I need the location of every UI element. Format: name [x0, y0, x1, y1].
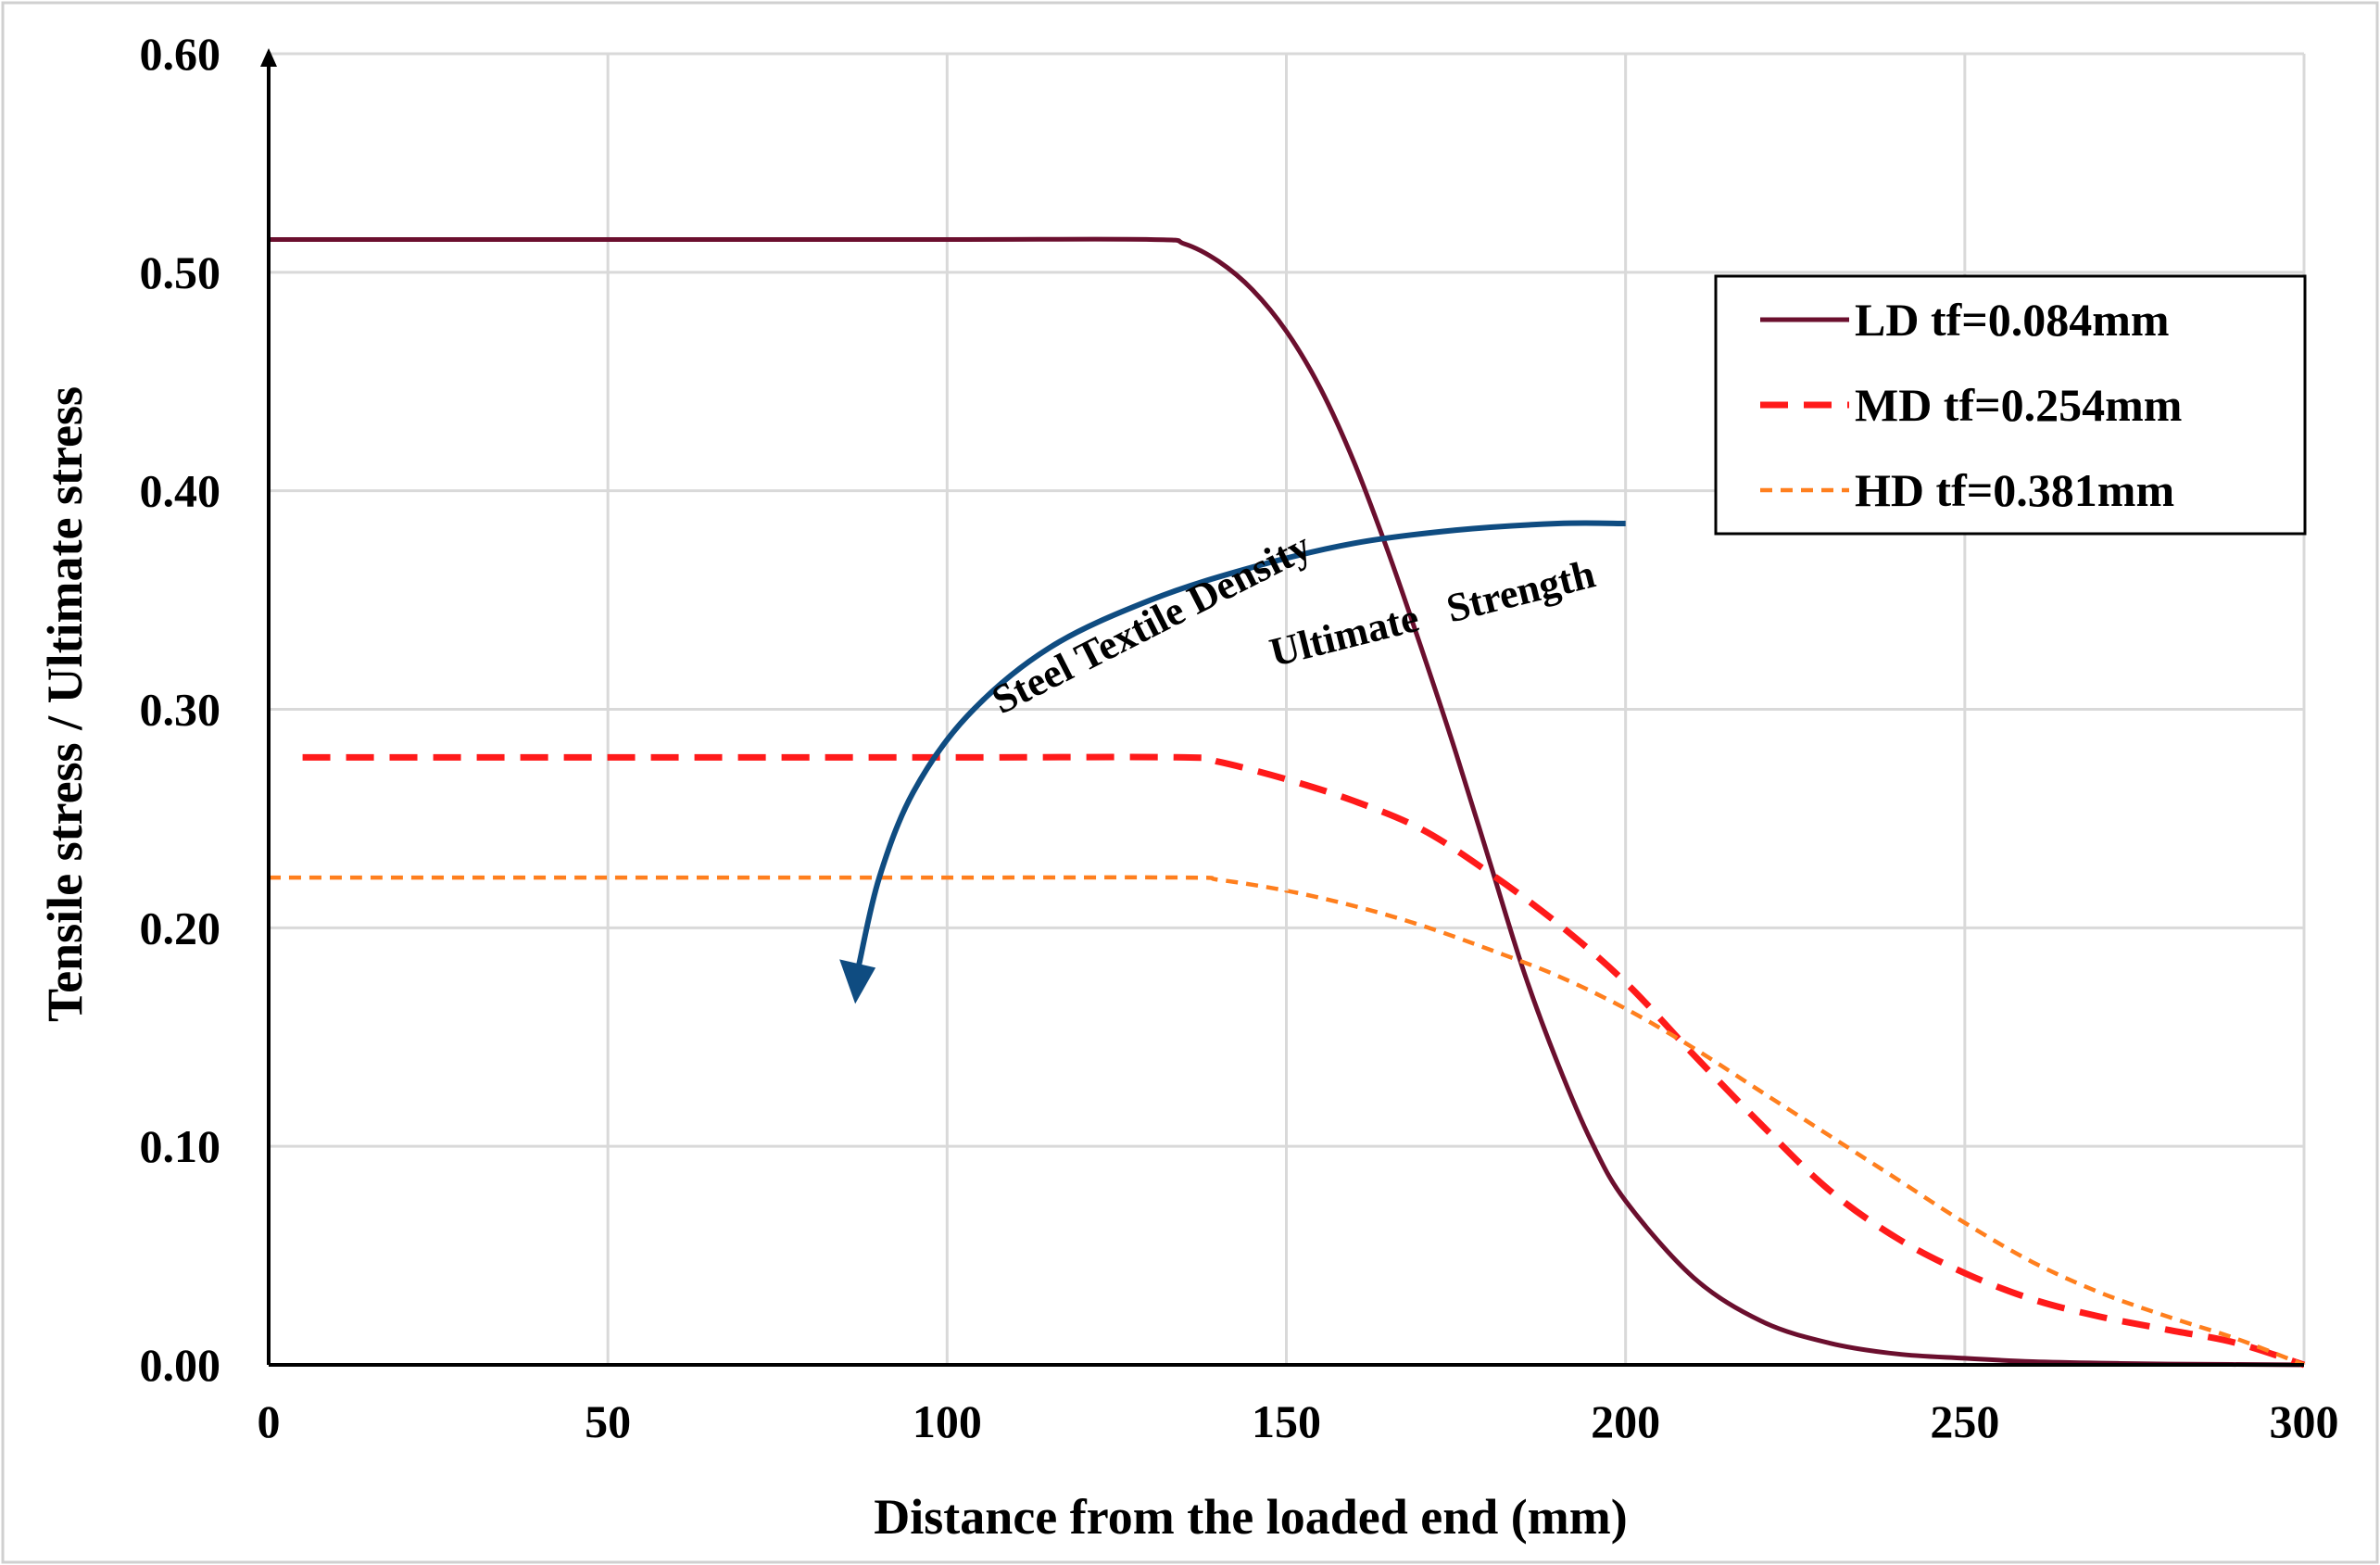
x-tick-label: 50 — [585, 1395, 631, 1447]
legend-label-md: MD tf=0.254mm — [1855, 379, 2182, 431]
x-tick-label: 150 — [1252, 1395, 1321, 1447]
y-axis-title: Tensile stress / Ultimate stress — [37, 386, 93, 1022]
x-tick-labels: 0 50 100 150 200 250 300 — [258, 1395, 2339, 1447]
x-axis-title: Distance from the loaded end (mm) — [874, 1489, 1627, 1545]
series-layer — [268, 236, 2306, 1369]
legend-label-ld: LD tf=0.084mm — [1855, 294, 2170, 346]
annotation-arrow — [856, 520, 1626, 966]
x-tick-label: 100 — [913, 1395, 982, 1447]
x-tick-label: 200 — [1591, 1395, 1660, 1447]
y-tick-label: 0.50 — [140, 246, 221, 298]
y-axis-arrowhead — [260, 48, 277, 67]
axes — [260, 48, 2304, 1367]
x-tick-label: 300 — [2270, 1395, 2339, 1447]
y-tick-label: 0.60 — [140, 28, 221, 80]
x-tick-label: 0 — [258, 1395, 281, 1447]
series-hd — [268, 875, 2305, 1368]
y-tick-label: 0.10 — [140, 1120, 221, 1172]
gridlines — [269, 52, 2306, 1365]
y-tick-label: 0.00 — [140, 1339, 221, 1391]
legend-label-hd: HD tf=0.381mm — [1855, 464, 2174, 516]
y-tick-label: 0.20 — [140, 902, 221, 953]
series-ld — [269, 236, 2305, 1368]
y-tick-labels: 0.00 0.10 0.20 0.30 0.40 0.50 0.60 — [140, 28, 221, 1391]
y-tick-label: 0.40 — [140, 465, 221, 517]
annotation-arrowhead — [839, 959, 876, 1004]
legend: LD tf=0.084mm MD tf=0.254mm HD tf=0.381m… — [1714, 274, 2307, 536]
x-tick-label: 250 — [1930, 1395, 1999, 1447]
y-tick-label: 0.30 — [140, 684, 221, 736]
